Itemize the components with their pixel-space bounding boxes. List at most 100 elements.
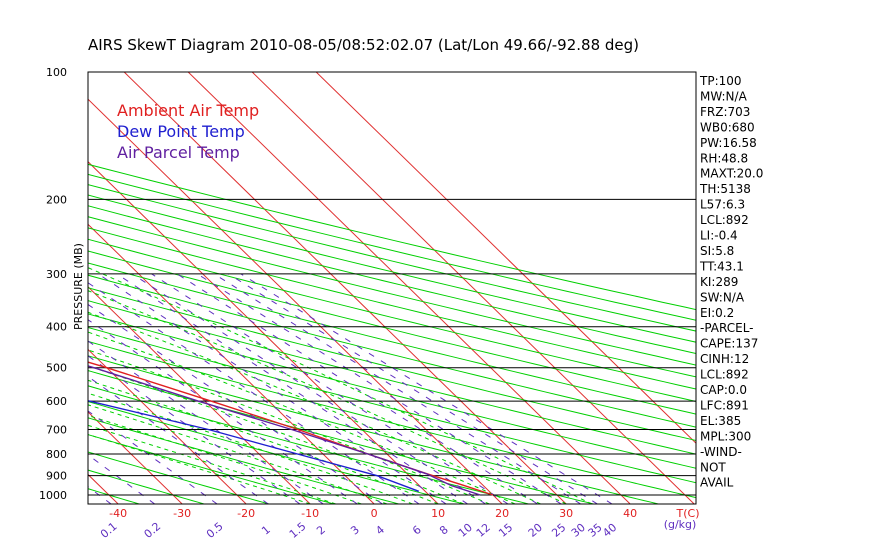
dry-adiabat-line <box>88 355 659 504</box>
mixing-ratio-tick-label: 0.5 <box>204 520 226 541</box>
bottom-temp-tick-label: -30 <box>173 507 191 520</box>
pressure-tick-label: 1000 <box>39 489 67 502</box>
mixing-ratio-tick-label: 20 <box>526 521 545 540</box>
dry-adiabat-line <box>88 262 696 415</box>
mixing-ratio-line <box>176 273 538 504</box>
grid-lines <box>88 72 696 504</box>
dry-adiabat-line <box>88 250 696 402</box>
bottom-temp-unit: T(C) <box>676 507 700 520</box>
plot-frame <box>87 71 697 505</box>
index-line: MAXT:20.0 <box>700 167 763 181</box>
mixing-ratio-tick-label: 40 <box>600 521 619 540</box>
dry-adiabat-line <box>88 216 696 366</box>
index-line: SI:5.8 <box>700 244 734 258</box>
moist-adiabat-line <box>88 365 464 504</box>
bottom-temp-tick-label: -10 <box>301 507 319 520</box>
index-line: NOT <box>700 460 726 474</box>
legend-entry: Dew Point Temp <box>117 122 245 141</box>
dry-adiabat-line <box>88 238 696 390</box>
dry-adiabat-line <box>88 417 399 504</box>
mixing-ratio-line <box>240 273 613 504</box>
isobar-lines <box>88 71 696 496</box>
pressure-tick-label: 900 <box>46 470 67 483</box>
index-line: -PARCEL- <box>700 321 754 335</box>
pressure-tick-label: 600 <box>46 395 67 408</box>
dry-adiabat-line <box>88 326 696 484</box>
mixing-ratio-line <box>88 282 420 504</box>
index-line: EI:0.2 <box>700 306 734 320</box>
bottom-temp-tick-label: 30 <box>559 507 573 520</box>
dry-adiabat-line <box>88 194 696 343</box>
mixing-ratio-tick-label: 3 <box>348 523 362 537</box>
dry-adiabat-line <box>88 451 270 504</box>
dry-adiabat-line <box>88 300 696 455</box>
index-line: EL:385 <box>700 414 741 428</box>
index-line: -WIND- <box>700 445 742 459</box>
index-line: MW:N/A <box>700 89 748 103</box>
y-axis-label: PRESSURE (MB) <box>72 243 85 330</box>
chart-title: AIRS SkewT Diagram 2010-08-05/08:52:02.0… <box>88 36 639 54</box>
mixing-ratio-line <box>213 273 581 504</box>
bottom-temp-tick-label: 0 <box>371 507 378 520</box>
index-line: LCL:892 <box>700 213 749 227</box>
dry-adiabat-line <box>88 205 696 355</box>
mixing-ratio-tick-label: 25 <box>549 521 568 540</box>
mixing-ratio-tick-label: 0.1 <box>98 520 120 541</box>
pressure-tick-label: 500 <box>46 362 67 375</box>
isotherm-line <box>315 72 696 444</box>
dry-adiabat-line <box>88 313 696 469</box>
index-line: FRZ:703 <box>700 105 750 119</box>
pressure-tick-label: 700 <box>46 424 67 437</box>
index-line: L57:6.3 <box>700 198 745 212</box>
moist-adiabat-line <box>88 290 567 504</box>
mixing-ratio-line <box>88 355 301 504</box>
legend-entry: Ambient Air Temp <box>117 101 259 120</box>
mixing-ratio-tick-label: 6 <box>410 523 424 537</box>
dry-adiabat-line <box>88 385 529 504</box>
bottom-temp-tick-label: 20 <box>495 507 509 520</box>
legend-entry: Air Parcel Temp <box>117 143 240 162</box>
sounding-series <box>88 361 494 496</box>
index-line: LCL:892 <box>700 368 749 382</box>
dry-adiabat-line <box>88 469 205 504</box>
moist-adiabat-line <box>88 414 362 504</box>
index-line: LI:-0.4 <box>700 229 738 243</box>
mixing-ratio-line <box>88 303 383 504</box>
isotherm-line <box>88 473 119 504</box>
isotherm-line <box>251 72 695 504</box>
dry-adiabat-line <box>88 340 696 499</box>
isotherm-line <box>88 411 183 504</box>
index-line: TT:43.1 <box>699 259 744 273</box>
bottom-temp-tick-label: -40 <box>109 507 127 520</box>
mixing-ratio-tick-label: 12 <box>474 521 493 540</box>
dry-adiabat-line <box>88 163 696 311</box>
dry-adiabat-line <box>88 184 696 332</box>
bottom-temp-tick-label: 10 <box>431 507 445 520</box>
dry-adiabat-line <box>88 287 696 442</box>
mixing-ratio-line <box>131 273 486 504</box>
index-line: TP:100 <box>699 74 742 88</box>
moist-adiabat-line <box>88 311 541 504</box>
index-line: KI:289 <box>700 275 738 289</box>
mixing-ratio-tick-label: 8 <box>437 523 451 537</box>
moist-adiabat-line <box>88 331 516 504</box>
index-line: RH:48.8 <box>700 151 748 165</box>
series-line <box>88 400 420 492</box>
mixing-ratio-tick-label: 2 <box>314 523 328 537</box>
isotherm-line <box>123 72 567 504</box>
index-line: CINH:12 <box>700 352 749 366</box>
mixing-ratio-line <box>151 273 509 504</box>
index-line: CAPE:137 <box>700 337 758 351</box>
index-line: LFC:891 <box>700 398 749 412</box>
mixing-ratio-tick-label: 10 <box>456 521 475 540</box>
pressure-tick-label: 100 <box>46 66 67 79</box>
moist-adiabat-line <box>88 267 593 504</box>
bottom-temp-tick-label: -20 <box>237 507 255 520</box>
isotherm-line <box>187 72 631 504</box>
moist-adiabat-line <box>88 404 388 504</box>
bottom-temp-tick-label: 40 <box>623 507 637 520</box>
moist-adiabat-line <box>88 379 439 504</box>
pressure-tick-label: 800 <box>46 448 67 461</box>
mixing-ratio-line <box>88 375 269 504</box>
